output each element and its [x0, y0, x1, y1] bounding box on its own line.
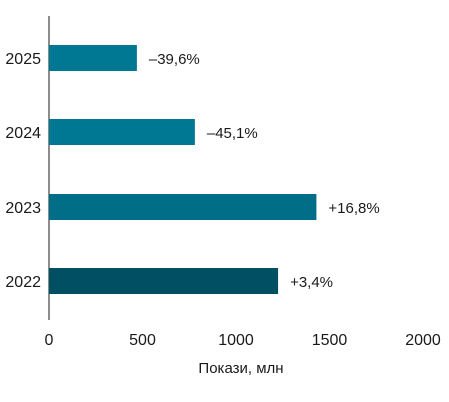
- data-label-2022: +3,4%: [290, 274, 333, 291]
- bar-2023: [49, 194, 317, 220]
- bar-2022: [49, 268, 279, 294]
- data-label-2025: –39,6%: [149, 51, 200, 68]
- data-label-2024: –45,1%: [207, 125, 258, 142]
- category-labels: 2025 2024 2023 2022: [5, 51, 41, 291]
- x-tick-label-1000: 1000: [218, 332, 254, 349]
- x-tick-label-1500: 1500: [312, 332, 348, 349]
- category-label-2025: 2025: [5, 51, 41, 68]
- category-label-2022: 2022: [5, 274, 41, 291]
- data-labels: –39,6% –45,1% +16,8% +3,4%: [149, 51, 380, 291]
- bar-2024: [49, 119, 195, 145]
- x-tick-label-0: 0: [45, 332, 54, 349]
- data-label-2023: +16,8%: [328, 200, 379, 217]
- category-label-2023: 2023: [5, 200, 41, 217]
- category-label-2024: 2024: [5, 125, 41, 142]
- x-tick-label-500: 500: [129, 332, 156, 349]
- x-tick-labels: 0 500 1000 1500 2000: [45, 332, 441, 349]
- x-tick-label-2000: 2000: [405, 332, 441, 349]
- bar-2025: [49, 45, 137, 71]
- x-axis-title: Покази, млн: [198, 360, 283, 377]
- bars-group: [49, 45, 317, 294]
